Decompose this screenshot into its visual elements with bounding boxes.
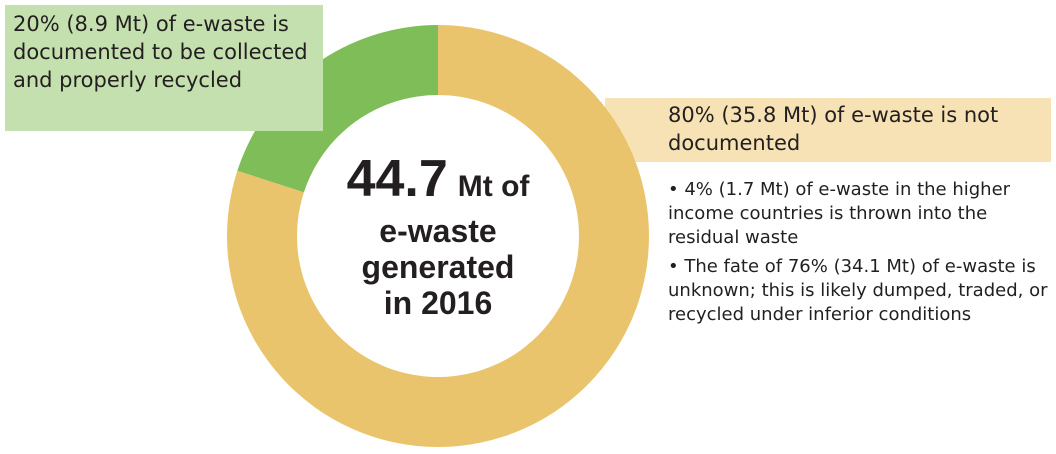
center-line: Mt of	[458, 170, 531, 203]
recycled-label: 20% (8.9 Mt) of e-waste is documented to…	[5, 5, 323, 131]
center-total: 44.7	[347, 150, 448, 208]
center-line: generated	[362, 249, 515, 285]
donut-slice	[227, 25, 650, 447]
center-line: in 2016	[384, 285, 493, 321]
donut-slice	[237, 25, 438, 193]
undocumented-label: 80% (35.8 Mt) of e-waste is not document…	[605, 98, 1051, 162]
note: The fate of 76% (34.1 Mt) of e-waste is …	[668, 255, 1048, 327]
center-line: e-waste	[379, 213, 496, 249]
notes: 4% (1.7 Mt) of e-waste in the higher inc…	[668, 178, 1048, 332]
note: 4% (1.7 Mt) of e-waste in the higher inc…	[668, 178, 1048, 250]
center-line: 44.7 Mt of	[347, 150, 531, 208]
